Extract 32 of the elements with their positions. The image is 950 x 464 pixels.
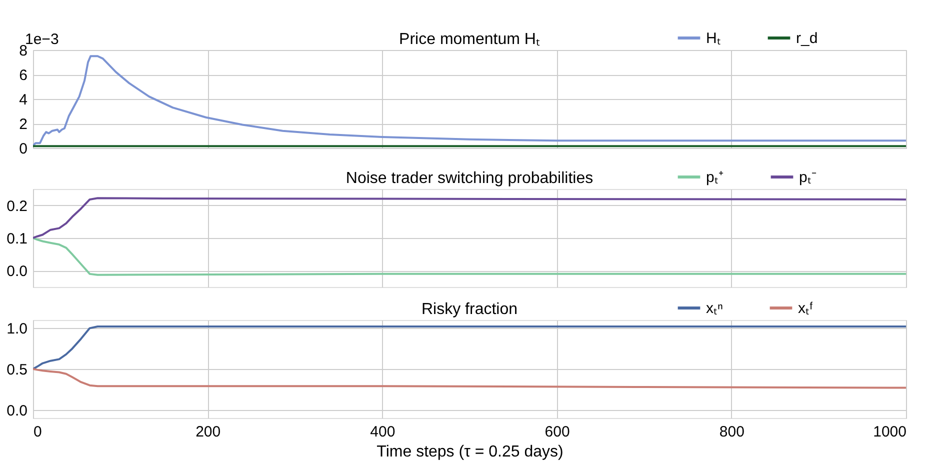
line-series — [33, 197, 906, 239]
y-tick-label: 4 — [19, 92, 28, 108]
y-tick-label: 0.1 — [6, 230, 28, 248]
line-series — [33, 368, 906, 389]
x-tick-label: 1000 — [873, 424, 906, 440]
text: 1e−3 — [25, 31, 59, 48]
chart-title: Noise trader switching probabilities — [346, 170, 594, 187]
x-tick-label: 0 — [34, 424, 42, 440]
legend-label: pₜ⁺ — [706, 169, 724, 186]
y-tick-label: 8 — [19, 42, 28, 60]
y-tick-label: 2 — [19, 116, 28, 133]
y-tick-label: 1.0 — [6, 320, 28, 338]
x-axis-title: Time steps (τ = 0.25 days) — [376, 444, 564, 460]
line-series — [33, 326, 906, 370]
legend-label: pₜ⁻ — [799, 169, 816, 186]
legend-label: xₜᶠ — [798, 300, 814, 317]
y-tick-label: 0.5 — [6, 362, 28, 378]
y-tick-label: 0 — [19, 140, 28, 158]
legend-label: r_d — [796, 30, 818, 47]
line-series — [33, 237, 906, 276]
legend-label: Hₜ — [706, 30, 721, 47]
y-tick-label: 0.0 — [6, 402, 28, 420]
x-tick-label: 800 — [719, 424, 744, 440]
y-tick-label: 6 — [19, 67, 28, 84]
y-tick-label: 0.2 — [6, 198, 28, 215]
x-tick-label: 200 — [196, 424, 221, 440]
x-tick-label: 600 — [544, 424, 570, 440]
legend-label: xₜⁿ — [706, 300, 723, 317]
x-tick-label: 400 — [370, 424, 396, 440]
chart-title: Price momentum Hₜ — [399, 31, 540, 48]
chart-title: Risky fraction — [421, 301, 518, 318]
y-tick-label: 0.0 — [6, 263, 28, 280]
